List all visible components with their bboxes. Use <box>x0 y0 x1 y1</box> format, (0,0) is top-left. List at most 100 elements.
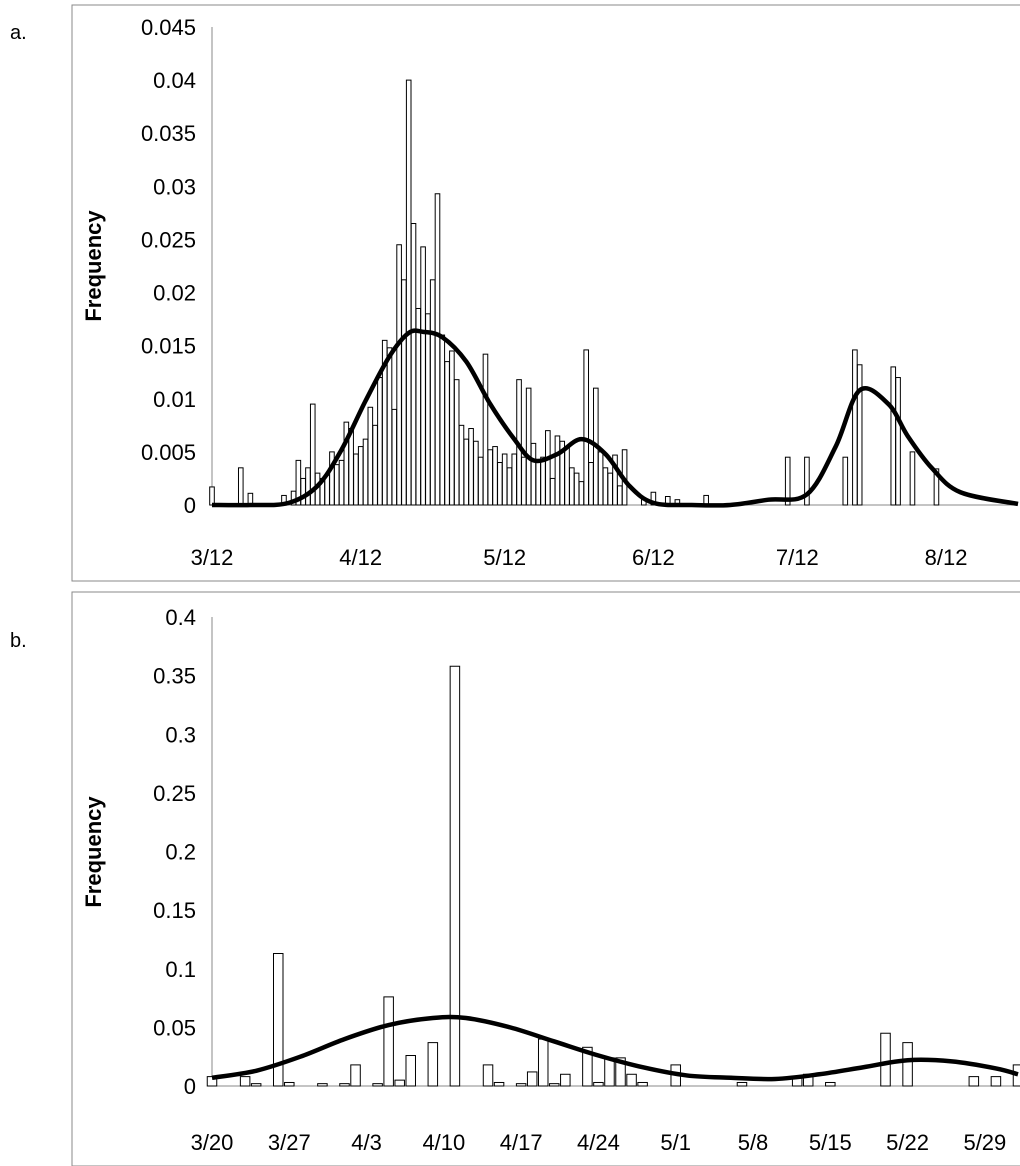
x-tick-label: 7/12 <box>776 545 819 570</box>
histogram-bar <box>348 428 354 506</box>
y-tick-label: 0.2 <box>165 840 196 865</box>
histogram-bar <box>444 361 450 506</box>
histogram-bar <box>615 1057 626 1087</box>
histogram-bar <box>333 464 340 506</box>
histogram-bar <box>736 1081 748 1087</box>
y-axis-title: Frequency <box>81 210 106 322</box>
histogram-bar <box>377 377 383 506</box>
histogram-bar <box>825 1081 836 1087</box>
histogram-bar <box>309 403 316 506</box>
x-tick-label: 4/3 <box>351 1130 382 1155</box>
y-axis-title: Frequency <box>81 796 106 908</box>
histogram-bar <box>482 1064 494 1087</box>
x-tick-label: 3/27 <box>268 1130 311 1155</box>
y-tick-label: 0.04 <box>153 68 196 93</box>
histogram-bar <box>530 442 537 506</box>
histogram-bar <box>540 456 546 506</box>
histogram-bar <box>272 953 284 1087</box>
histogram-bar <box>415 307 422 506</box>
histogram-bar <box>468 428 474 506</box>
histogram-bar <box>383 996 394 1087</box>
density-curve <box>211 328 1019 508</box>
histogram-bar <box>473 440 479 506</box>
histogram-bar <box>458 424 465 506</box>
histogram-bar <box>453 379 460 506</box>
y-tick-label: 0.35 <box>153 664 196 689</box>
x-tick-label: 4/24 <box>577 1130 620 1155</box>
x-tick-label: 5/8 <box>738 1130 769 1155</box>
histogram-bar <box>427 1042 439 1087</box>
histogram-bar <box>564 446 570 506</box>
histogram-bar <box>560 1073 571 1087</box>
histogram-bar <box>317 1083 328 1087</box>
histogram-bar <box>492 446 498 506</box>
histogram-bar <box>305 467 311 506</box>
histogram-bar <box>604 1057 615 1087</box>
histogram-bar <box>515 1083 527 1087</box>
histogram-bar <box>429 279 436 506</box>
histogram-bar <box>410 223 417 506</box>
histogram-bar <box>493 1081 505 1087</box>
histogram-bar <box>372 424 378 506</box>
y-tick-label: 0.015 <box>141 334 196 359</box>
y-tick-label: 0.025 <box>141 227 196 252</box>
y-tick-label: 0.035 <box>141 121 196 146</box>
histogram-bar <box>501 453 508 506</box>
histogram-bar <box>588 462 594 506</box>
histogram-bar <box>990 1076 1002 1087</box>
histogram-bar <box>209 486 215 506</box>
histogram-bar <box>784 456 791 506</box>
histogram-bar <box>573 472 580 506</box>
histogram-bar <box>434 193 441 506</box>
histogram-bar <box>300 477 306 506</box>
histogram-bar <box>420 246 426 506</box>
panel-label-b: b. <box>10 630 27 652</box>
histogram-bar <box>578 481 585 506</box>
histogram-bar <box>569 467 575 506</box>
histogram-bar <box>525 387 532 506</box>
histogram-bar <box>394 1079 405 1087</box>
y-tick-label: 0.02 <box>153 281 196 306</box>
histogram-bar <box>902 1042 913 1087</box>
x-tick-label: 5/1 <box>660 1130 691 1155</box>
histogram-bar <box>612 454 618 506</box>
histogram-bar <box>890 366 897 506</box>
histogram-bar <box>449 350 455 506</box>
histogram-bar <box>616 485 623 506</box>
histogram-bar <box>626 1073 637 1087</box>
histogram-bar <box>396 244 402 506</box>
histogram-bar <box>439 334 446 506</box>
histogram-bar <box>607 472 614 506</box>
chart-a: 0 0.005 0.01 0.015 0.02 0.025 0.03 0.035 0.04 0.0… <box>71 4 1020 582</box>
histogram-bar <box>482 353 489 506</box>
histogram-bar <box>554 435 561 506</box>
histogram-bar <box>804 456 810 506</box>
histogram-bar <box>463 438 470 506</box>
x-tick-label: 5/15 <box>809 1130 852 1155</box>
histogram-bar <box>880 1032 891 1087</box>
histogram-bar <box>526 1071 538 1087</box>
y-tick-label: 0.01 <box>153 387 196 412</box>
y-tick-label: 0 <box>184 1074 196 1099</box>
x-tick-label: 5/12 <box>483 545 526 570</box>
x-tick-label: 3/12 <box>191 545 234 570</box>
histogram-bar <box>357 446 364 506</box>
histogram-bar <box>487 449 494 506</box>
x-tick-label: 4/10 <box>422 1130 465 1155</box>
histogram-bar <box>477 456 484 506</box>
histogram-bar <box>549 1083 560 1087</box>
histogram-bar <box>401 279 407 506</box>
y-tick-label: 0.15 <box>153 898 196 923</box>
histogram-bar <box>237 467 244 506</box>
histogram-bar <box>405 1055 416 1087</box>
histogram-bar <box>362 438 369 506</box>
histogram-bar <box>511 453 518 506</box>
y-tick-label: 0.03 <box>153 174 196 199</box>
histogram-bar <box>386 347 393 506</box>
histogram-bar <box>372 1083 383 1087</box>
y-tick-label: 0.4 <box>165 605 196 630</box>
histogram-bar <box>425 313 431 506</box>
x-tick-label: 6/12 <box>632 545 675 570</box>
histogram-bar <box>367 406 374 506</box>
